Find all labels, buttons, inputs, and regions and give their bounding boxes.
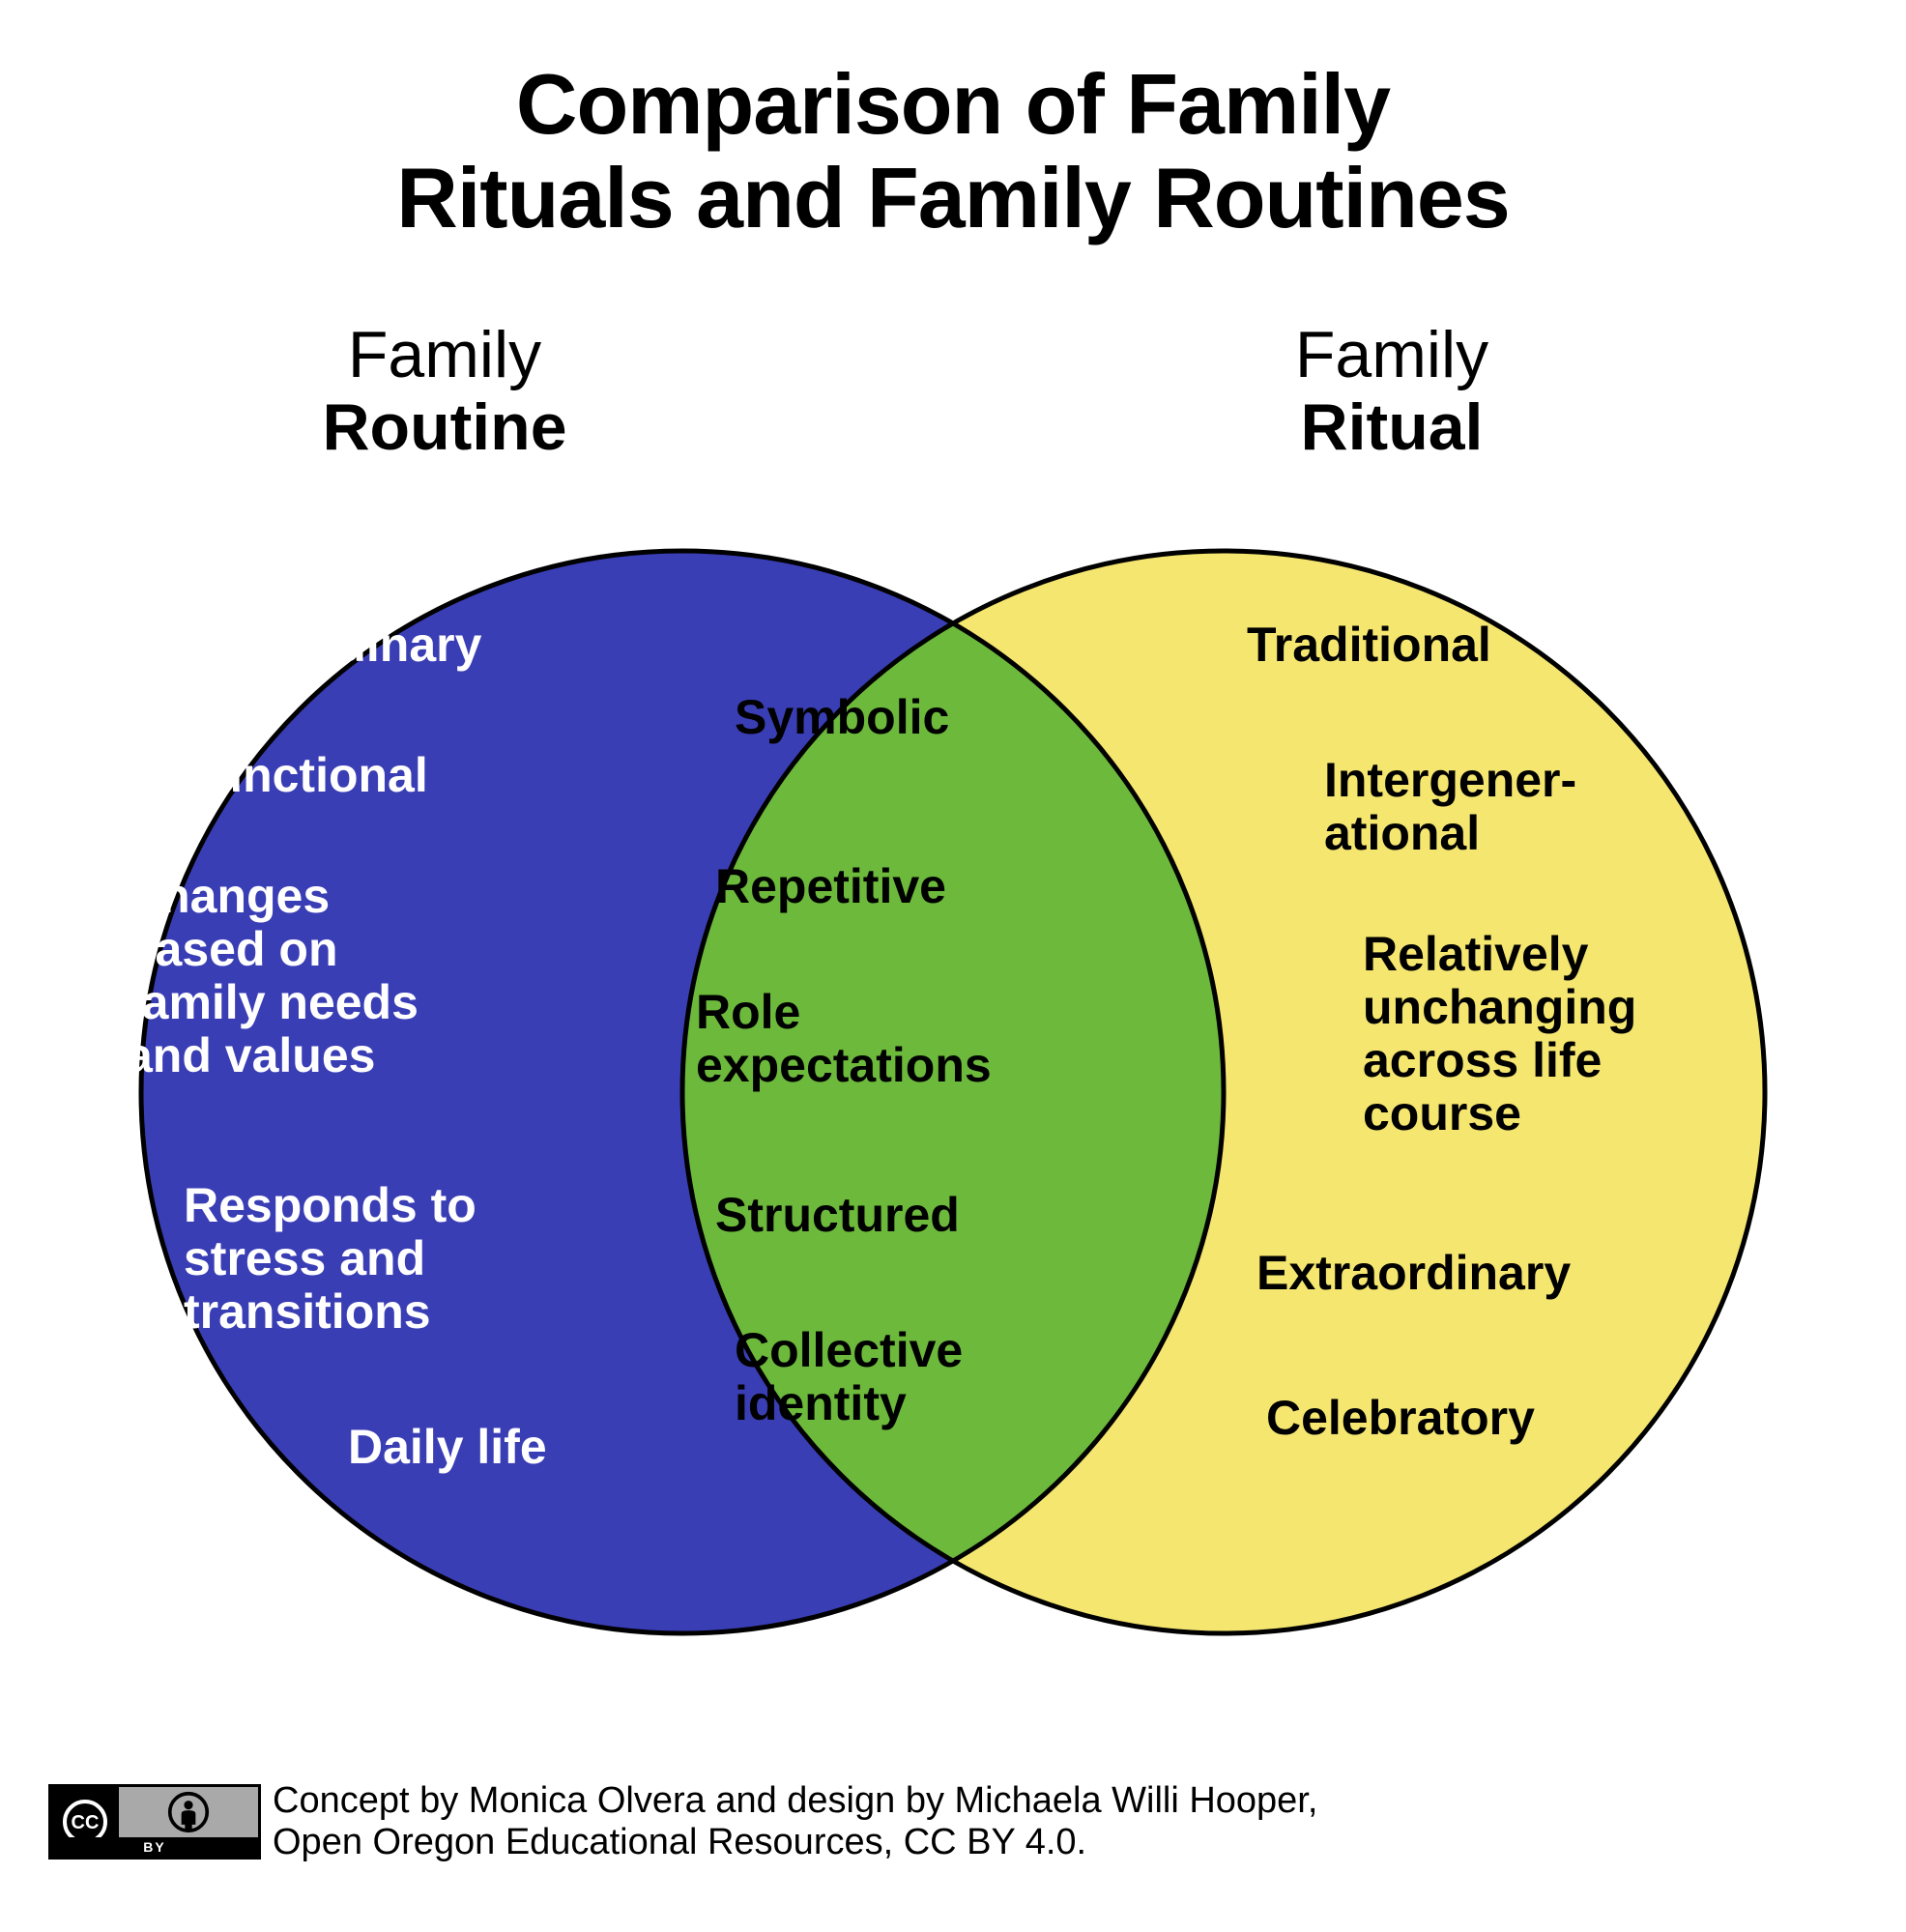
right-label-line1: Family bbox=[1198, 319, 1585, 391]
by-person-icon bbox=[119, 1787, 258, 1837]
right-circle-label: Family Ritual bbox=[1198, 319, 1585, 464]
shared-item: Symbolic bbox=[735, 691, 949, 744]
svg-text:CC: CC bbox=[72, 1812, 100, 1833]
ritual-item: Traditional bbox=[1247, 619, 1491, 672]
title-line-1: Comparison of Family bbox=[516, 56, 1390, 152]
attribution-line-1: Concept by Monica Olvera and design by M… bbox=[273, 1780, 1317, 1821]
attribution-line-2: Open Oregon Educational Resources, CC BY… bbox=[273, 1822, 1086, 1862]
routine-item: Functional bbox=[184, 749, 428, 802]
cc-by-badge-icon: CC BY bbox=[48, 1784, 261, 1860]
routine-item: Responds tostress andtransitions bbox=[184, 1179, 476, 1339]
left-label-line1: Family bbox=[251, 319, 638, 391]
shared-item: Collectiveidentity bbox=[735, 1324, 963, 1430]
left-circle-label: Family Routine bbox=[251, 319, 638, 464]
ritual-item: Extraordinary bbox=[1256, 1247, 1571, 1300]
ritual-item: Celebratory bbox=[1266, 1392, 1535, 1445]
page-root: Comparison of Family Rituals and Family … bbox=[0, 0, 1906, 1932]
ritual-item: Relativelyunchangingacross lifecourse bbox=[1363, 928, 1636, 1140]
shared-item: Structured bbox=[715, 1189, 960, 1242]
shared-item: Repetitive bbox=[715, 860, 946, 913]
right-label-line2: Ritual bbox=[1198, 391, 1585, 464]
by-label: BY bbox=[51, 1837, 258, 1857]
routine-item: Changesbased onfamily needsand values bbox=[126, 870, 419, 1082]
page-title: Comparison of Family Rituals and Family … bbox=[0, 58, 1906, 245]
attribution-text: Concept by Monica Olvera and design by M… bbox=[273, 1780, 1317, 1864]
attribution-block: CC BY Concept by Monica Olvera and desig… bbox=[48, 1780, 1317, 1864]
title-line-2: Rituals and Family Routines bbox=[396, 150, 1509, 245]
routine-item: Ordinary bbox=[280, 619, 481, 672]
shared-item: Roleexpectations bbox=[696, 986, 992, 1092]
left-label-line2: Routine bbox=[251, 391, 638, 464]
ritual-item: Intergener-ational bbox=[1324, 754, 1576, 860]
routine-item: Daily life bbox=[348, 1421, 547, 1474]
